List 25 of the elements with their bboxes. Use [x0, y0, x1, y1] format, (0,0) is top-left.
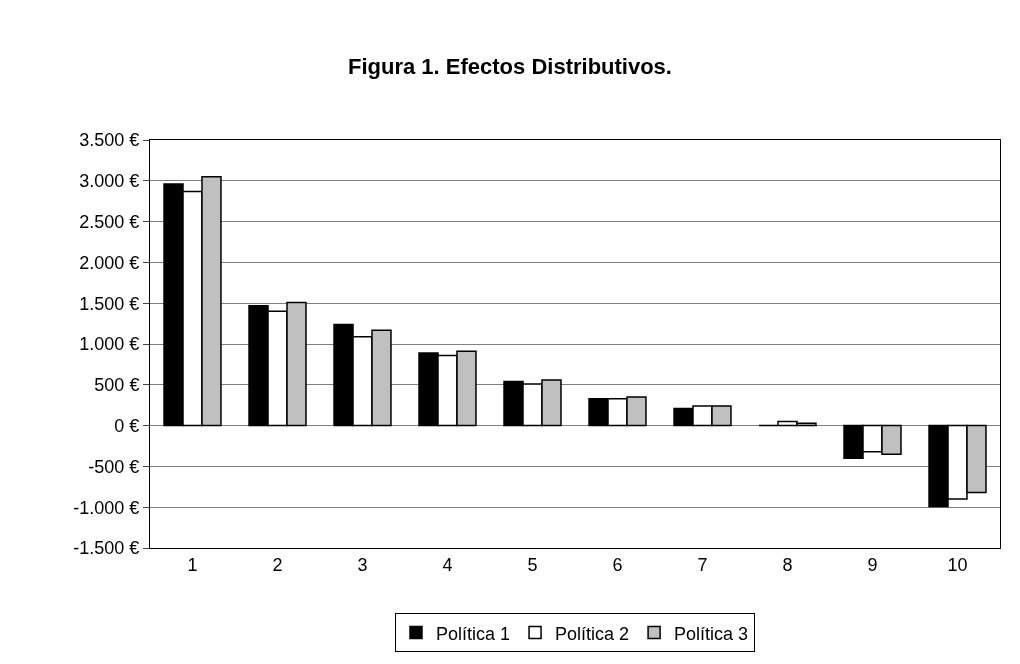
x-tick-label: 9	[867, 554, 878, 575]
y-tick-label: 3.000 €	[79, 171, 140, 192]
y-tick-label: 500 €	[94, 375, 140, 396]
x-tick-label: 2	[272, 554, 283, 575]
y-tick-label: -500 €	[88, 456, 140, 477]
x-tick-label: 8	[782, 554, 793, 575]
y-tick-label: 0 €	[114, 415, 140, 436]
x-tick-label: 4	[442, 554, 453, 575]
y-tick-label: 3.500 €	[79, 130, 140, 151]
x-tick-label: 3	[357, 554, 368, 575]
y-tick-label: -1.500 €	[73, 538, 140, 559]
x-tick-label: 5	[527, 554, 538, 575]
x-tick-label: 7	[697, 554, 708, 575]
y-tick-label: 1.000 €	[79, 334, 140, 355]
x-tick-label: 10	[947, 554, 968, 575]
legend-label: Política 3	[674, 623, 749, 644]
x-tick-label: 1	[187, 554, 198, 575]
legend-label: Política 1	[436, 623, 511, 644]
y-tick-label: -1.000 €	[73, 497, 140, 518]
y-tick-label: 2.000 €	[79, 252, 140, 273]
y-tick-label: 1.500 €	[79, 293, 140, 314]
y-tick-label: 2.500 €	[79, 211, 140, 232]
chart-title: Figura 1. Efectos Distributivos.	[348, 54, 672, 80]
legend-label: Política 2	[555, 623, 630, 644]
x-tick-label: 6	[612, 554, 623, 575]
